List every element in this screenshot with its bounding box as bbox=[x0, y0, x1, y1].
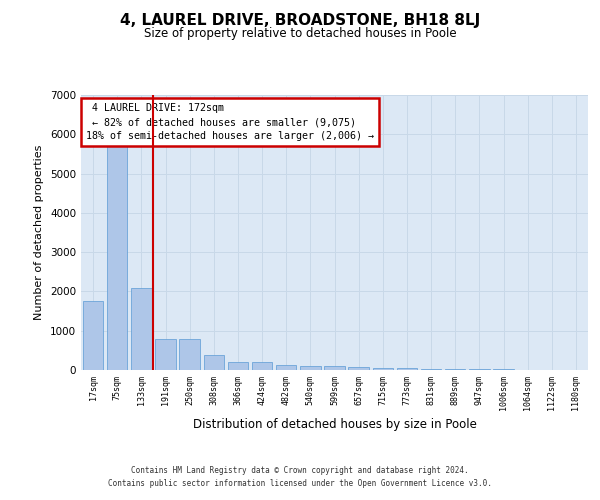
Bar bbox=[397, 368, 417, 370]
X-axis label: Distribution of detached houses by size in Poole: Distribution of detached houses by size … bbox=[193, 418, 476, 431]
Bar bbox=[107, 142, 127, 370]
Bar bbox=[373, 368, 393, 370]
Bar bbox=[227, 362, 248, 370]
Bar bbox=[252, 362, 272, 370]
Bar bbox=[203, 356, 224, 370]
Text: 4 LAUREL DRIVE: 172sqm
 ← 82% of detached houses are smaller (9,075)
18% of semi: 4 LAUREL DRIVE: 172sqm ← 82% of detached… bbox=[86, 104, 374, 141]
Bar bbox=[179, 339, 200, 370]
Bar bbox=[83, 301, 103, 370]
Bar bbox=[349, 367, 369, 370]
Bar bbox=[131, 288, 152, 370]
Text: Size of property relative to detached houses in Poole: Size of property relative to detached ho… bbox=[143, 26, 457, 40]
Bar bbox=[155, 338, 176, 370]
Bar bbox=[300, 366, 320, 370]
Bar bbox=[469, 369, 490, 370]
Bar bbox=[445, 369, 466, 370]
Y-axis label: Number of detached properties: Number of detached properties bbox=[34, 145, 44, 320]
Bar bbox=[324, 366, 345, 370]
Text: 4, LAUREL DRIVE, BROADSTONE, BH18 8LJ: 4, LAUREL DRIVE, BROADSTONE, BH18 8LJ bbox=[120, 12, 480, 28]
Text: Contains HM Land Registry data © Crown copyright and database right 2024.
Contai: Contains HM Land Registry data © Crown c… bbox=[108, 466, 492, 487]
Bar bbox=[421, 368, 442, 370]
Bar bbox=[276, 366, 296, 370]
